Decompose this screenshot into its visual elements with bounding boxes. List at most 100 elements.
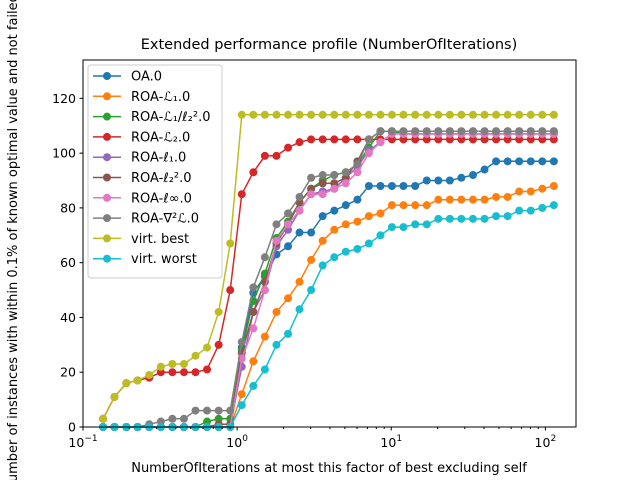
data-point [480, 214, 489, 223]
data-point [318, 171, 327, 180]
data-point [191, 368, 200, 377]
data-point [457, 110, 466, 119]
data-point [133, 376, 142, 385]
data-point [214, 307, 223, 316]
data-point [538, 157, 547, 166]
data-point [122, 379, 131, 388]
legend-marker [103, 173, 111, 182]
data-point [249, 283, 258, 292]
data-point [468, 214, 477, 223]
data-point [272, 110, 281, 119]
data-point [387, 110, 396, 119]
legend-label: ROA-ℒ₁.0 [131, 90, 190, 105]
data-point [260, 332, 269, 341]
data-point [399, 223, 408, 232]
data-point [480, 165, 489, 174]
data-point [341, 179, 350, 188]
data-point [549, 110, 558, 119]
legend-label: virt. worst [131, 252, 197, 267]
legend-marker [103, 254, 111, 263]
data-point [168, 368, 177, 377]
data-point [468, 110, 477, 119]
data-point [526, 127, 535, 136]
data-point [457, 173, 466, 182]
data-point [295, 110, 304, 119]
data-point [549, 127, 558, 136]
legend: OA.0 ROA-ℒ₁.0 ROA-ℒ₁/ℓ₂².0 ROA-ℒ₂.0 ROA-ℓ₁.0… [87, 64, 223, 279]
data-point [480, 127, 489, 136]
data-point [318, 110, 327, 119]
data-point [503, 135, 512, 144]
data-point [364, 149, 373, 158]
data-point [492, 127, 501, 136]
data-point [353, 110, 362, 119]
data-point [411, 110, 420, 119]
data-point [260, 286, 269, 295]
data-point [422, 110, 431, 119]
data-point [203, 406, 212, 415]
data-point [168, 360, 177, 369]
data-point [492, 212, 501, 221]
data-point [445, 110, 454, 119]
data-point [330, 184, 339, 193]
data-point [249, 307, 258, 316]
data-point [318, 179, 327, 188]
data-point [538, 127, 547, 136]
legend-box [87, 64, 223, 279]
data-point [330, 225, 339, 234]
data-point [445, 176, 454, 185]
data-point [168, 414, 177, 423]
legend-entry: ROA-ℒ₁/ℓ₂².0 [93, 110, 211, 125]
data-point [549, 135, 558, 144]
data-point [249, 324, 258, 333]
data-point [260, 151, 269, 160]
data-point [434, 135, 443, 144]
data-point [503, 192, 512, 201]
data-point [191, 406, 200, 415]
data-point [110, 392, 119, 401]
legend-marker [103, 112, 111, 121]
legend-marker [103, 132, 111, 141]
legend-entry: ROA-ℒ₁.0 [93, 90, 190, 105]
data-point [376, 181, 385, 190]
legend-label: ROA-∇²ℒ.0 [131, 212, 199, 227]
data-point [468, 195, 477, 204]
data-point [526, 187, 535, 196]
data-point [307, 228, 316, 237]
data-point [203, 417, 212, 426]
legend-marker [103, 92, 111, 101]
data-point [526, 135, 535, 144]
legend-entry: OA.0 [93, 70, 162, 85]
data-point [307, 173, 316, 182]
data-point [411, 220, 420, 229]
series-9 [99, 201, 558, 431]
data-point [503, 212, 512, 221]
y-tick-label: 120 [52, 91, 76, 106]
data-point [445, 127, 454, 136]
data-point [179, 360, 188, 369]
data-point [272, 340, 281, 349]
data-point [260, 253, 269, 262]
data-point [203, 343, 212, 352]
data-point [399, 181, 408, 190]
data-point [445, 135, 454, 144]
data-point [492, 135, 501, 144]
data-point [549, 181, 558, 190]
data-point [237, 390, 246, 399]
data-point [284, 220, 293, 229]
data-point [515, 110, 524, 119]
data-point [492, 157, 501, 166]
data-point [179, 414, 188, 423]
legend-marker [103, 234, 111, 243]
data-point [156, 417, 165, 426]
data-point [99, 414, 108, 423]
data-point [445, 214, 454, 223]
data-point [191, 351, 200, 360]
legend-label: virt. best [131, 232, 189, 247]
data-point [226, 239, 235, 248]
legend-entry: ROA-∇²ℒ.0 [93, 212, 199, 227]
data-point [538, 135, 547, 144]
data-point [260, 110, 269, 119]
data-point [330, 110, 339, 119]
data-point [526, 206, 535, 215]
